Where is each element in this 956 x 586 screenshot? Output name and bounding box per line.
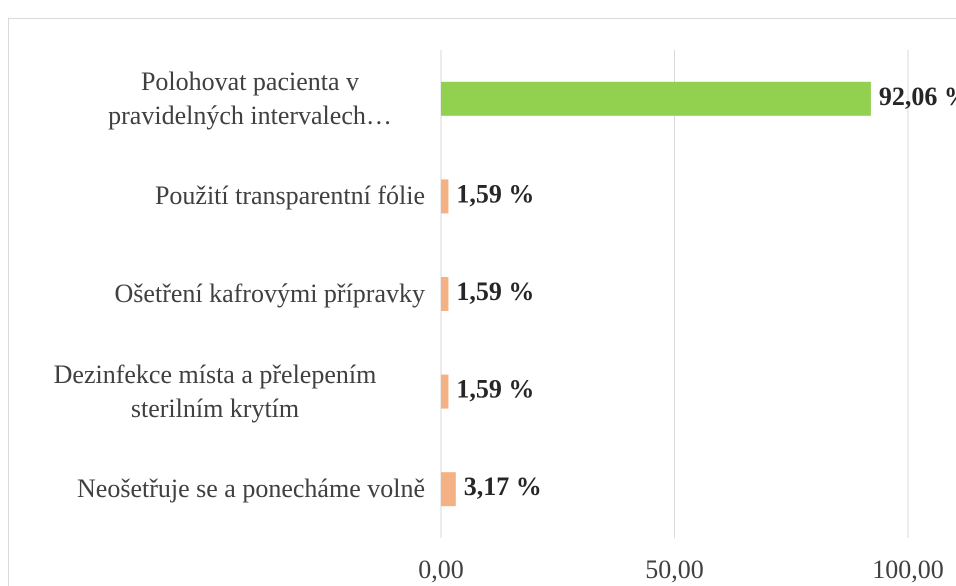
y-tick-label: Neošetřuje se a ponecháme volně: [77, 474, 425, 504]
y-tick-label: Dezinfekce místa a přelepením sterilním …: [53, 359, 377, 423]
bar: [441, 277, 449, 311]
x-tick-label: 0,00: [418, 555, 464, 584]
chart-border: [8, 18, 956, 586]
y-tick-label: Polohovat pacienta v pravidelných interv…: [108, 66, 392, 130]
y-tick-label: Použití transparentní fólie: [154, 181, 425, 211]
bar: [441, 374, 449, 409]
bar: [441, 179, 449, 214]
bar: [441, 472, 456, 507]
value-label: 1,59 %: [456, 375, 534, 404]
value-label: 3,17 %: [464, 472, 542, 501]
value-label: 1,59 %: [456, 277, 534, 306]
value-label: 1,59 %: [456, 179, 534, 208]
y-tick-label: Ošetření kafrovými přípravky: [114, 279, 425, 308]
x-tick-label: 100,00: [872, 555, 944, 584]
x-tick-label: 50,00: [645, 555, 704, 584]
value-label: 92,06 %: [879, 82, 956, 111]
bar: [441, 81, 871, 116]
